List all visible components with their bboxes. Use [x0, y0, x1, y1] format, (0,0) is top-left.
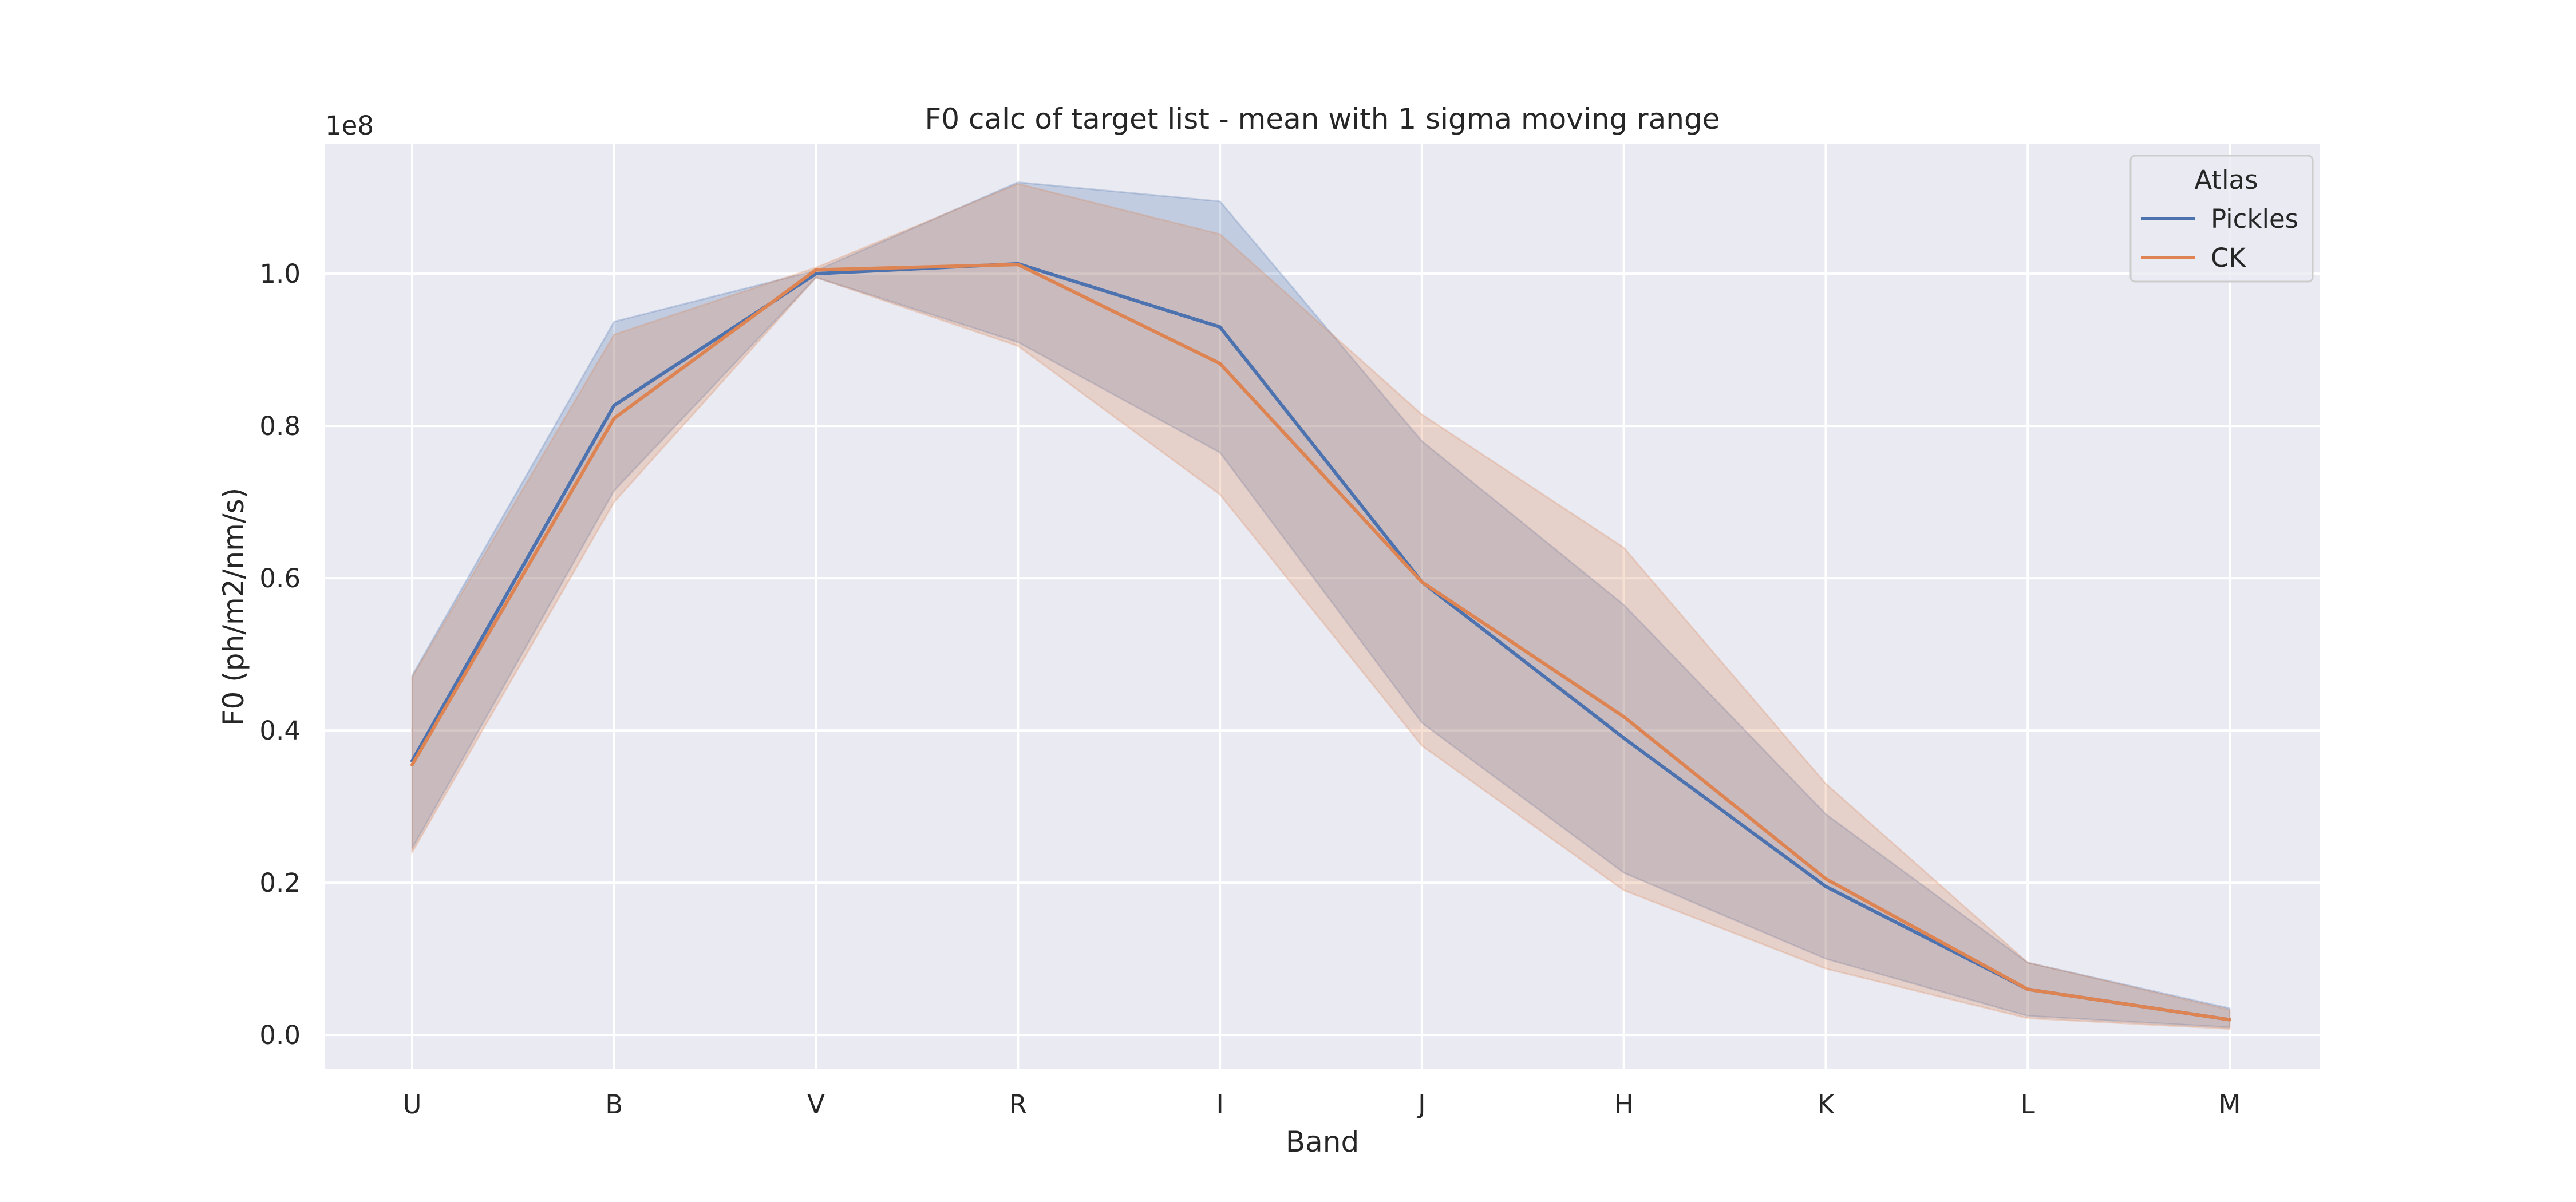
grid: [325, 144, 2320, 1069]
series-line-ck: [410, 263, 2231, 1022]
x-tick-label-B: B: [605, 1089, 623, 1120]
legend-entries: Pickles CK: [2141, 204, 2298, 273]
y-tick-label-2: 0.4: [259, 715, 301, 746]
x-tick-label-J: J: [1416, 1089, 1425, 1120]
y-tick-label-1: 0.2: [259, 868, 301, 898]
sigma-bands: [411, 181, 2231, 1030]
x-tick-label-U: U: [403, 1089, 422, 1120]
y-tick-label-5: 1.0: [259, 259, 301, 289]
x-tick-label-L: L: [2021, 1089, 2035, 1120]
x-tick-label-H: H: [1614, 1089, 1634, 1120]
y-tick-label-3: 0.6: [259, 563, 301, 594]
x-tick-label-R: R: [1009, 1089, 1027, 1120]
legend-box: [2129, 155, 2314, 283]
y-axis-label: F0 (ph/m2/nm/s): [217, 488, 250, 726]
y-tick-labels: 0.0 0.2 0.4 0.6 0.8 1.0: [259, 259, 301, 1050]
x-axis-label: Band: [1286, 1125, 1359, 1158]
y-axis-offset-label: 1e8: [325, 110, 374, 141]
sigma-band-ck: [411, 183, 2231, 1030]
sigma-band-pickles: [411, 181, 2231, 1029]
legend-label-ck: CK: [2211, 243, 2246, 273]
y-tick-label-4: 0.8: [259, 411, 301, 441]
x-tick-label-I: I: [1216, 1089, 1223, 1120]
chart-title: F0 calc of target list - mean with 1 sig…: [925, 102, 1720, 136]
x-tick-label-M: M: [2219, 1089, 2241, 1120]
y-tick-label-0: 0.0: [259, 1020, 301, 1050]
plot-area: [325, 144, 2320, 1069]
x-tick-label-V: V: [807, 1089, 825, 1120]
series-line-pickles: [410, 262, 2231, 1022]
series-lines: [410, 262, 2231, 1022]
legend-label-pickles: Pickles: [2211, 204, 2298, 234]
x-tick-label-K: K: [1818, 1089, 1835, 1120]
legend: Atlas Pickles CK: [2129, 155, 2314, 283]
legend-title: Atlas: [2194, 165, 2258, 195]
